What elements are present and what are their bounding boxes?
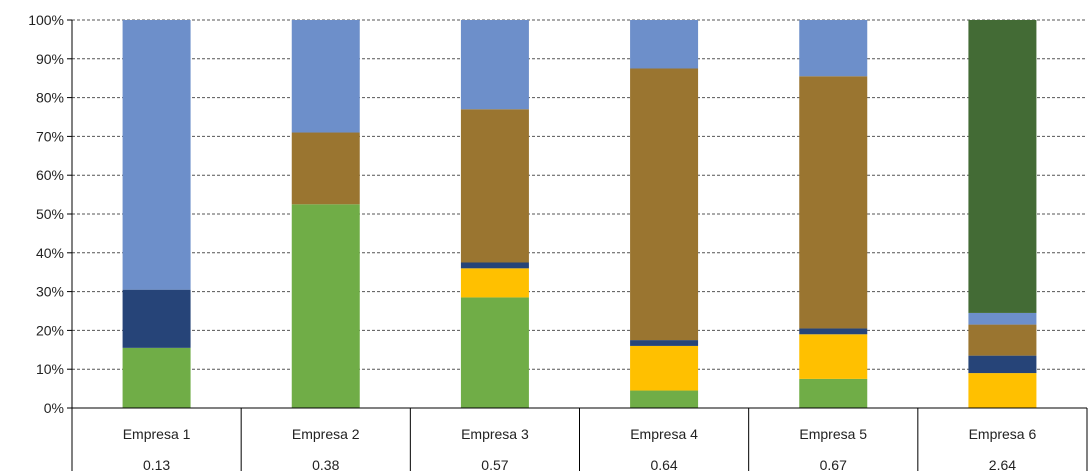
bar-segment — [460, 262, 529, 269]
bar-segment — [291, 20, 360, 133]
bar-segment — [968, 373, 1037, 408]
bar-segment — [630, 68, 699, 341]
y-tick-label: 100% — [28, 12, 64, 28]
bar-segment — [122, 289, 191, 348]
bar-segment — [122, 347, 191, 408]
y-tick-label: 60% — [36, 167, 64, 183]
bar-segment — [630, 345, 699, 391]
category-value-label: 2.64 — [989, 457, 1016, 471]
bars — [122, 20, 1037, 408]
y-tick-label: 30% — [36, 284, 64, 300]
category-label: Empresa 2 — [292, 426, 360, 442]
bar-segment — [968, 312, 1037, 325]
y-tick-label: 40% — [36, 245, 64, 261]
category-table: Empresa 1 0.13 Empresa 2 0.38 Empresa 3 0.57 E… — [71, 407, 1088, 471]
category-value-label: 0.67 — [820, 457, 847, 471]
bar-segment — [799, 334, 868, 379]
bar-segment — [122, 20, 191, 290]
bar-segment — [630, 20, 699, 69]
y-tick-label: 0% — [44, 400, 64, 416]
gridlines — [72, 19, 1087, 370]
bar-segment — [799, 378, 868, 408]
bar-segment — [968, 355, 1037, 374]
bar-segment — [630, 390, 699, 408]
bar-segment — [630, 340, 699, 346]
bar-segment — [291, 132, 360, 205]
bar-segment — [460, 268, 529, 298]
bar-segment — [968, 324, 1037, 356]
category-value-label: 0.64 — [650, 457, 677, 471]
y-tick-label: 10% — [36, 361, 64, 377]
bar-segment — [460, 109, 529, 263]
y-axis: 0% 10% 20% 30% 40% 50% 60% 70% 80% 90% 100% — [28, 12, 73, 416]
y-tick-label: 50% — [36, 206, 64, 222]
category-value-label: 0.13 — [143, 457, 170, 471]
y-tick-label: 70% — [36, 128, 64, 144]
category-value-label: 0.38 — [312, 457, 339, 471]
category-label: Empresa 5 — [799, 426, 867, 442]
category-label: Empresa 1 — [123, 426, 191, 442]
category-label: Empresa 3 — [461, 426, 529, 442]
bar-segment — [799, 76, 868, 329]
bar-segment — [968, 20, 1037, 313]
bar-segment — [460, 297, 529, 408]
bar-segment — [460, 20, 529, 110]
y-tick-label: 20% — [36, 322, 64, 338]
y-tick-label: 80% — [36, 90, 64, 106]
bar-segment — [799, 20, 868, 77]
category-value-label: 0.57 — [481, 457, 508, 471]
bar-segment — [291, 204, 360, 408]
category-label: Empresa 4 — [630, 426, 698, 442]
category-label: Empresa 6 — [969, 426, 1037, 442]
bar-segment — [799, 328, 868, 335]
y-tick-label: 90% — [36, 51, 64, 67]
